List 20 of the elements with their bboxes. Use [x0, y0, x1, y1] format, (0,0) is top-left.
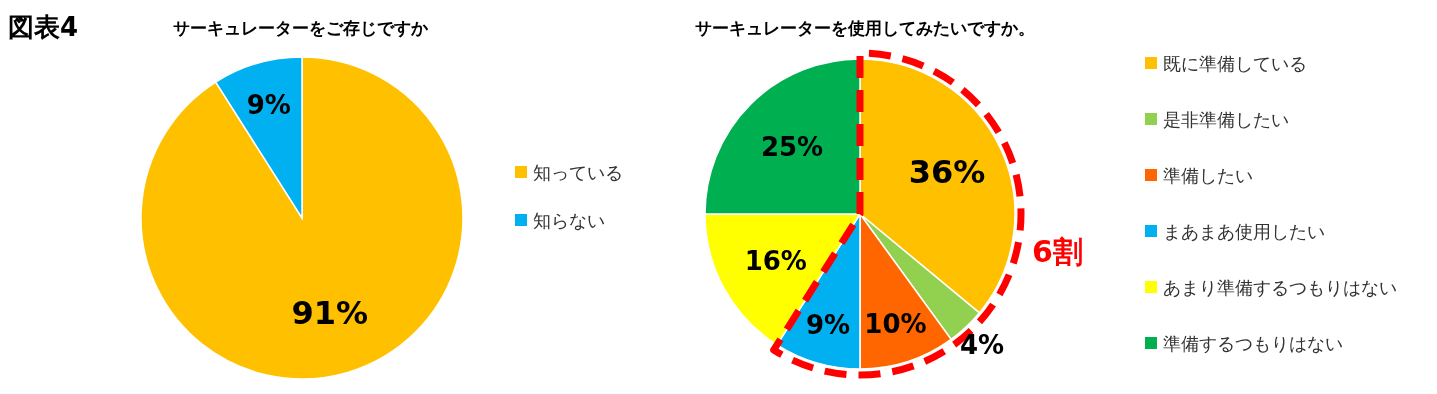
legend-label: まあまあ使用したい [1163, 221, 1325, 242]
text: 図表4 [8, 12, 79, 42]
legend-label: あまり準備するつもりはない [1163, 277, 1397, 298]
legend-label: 是非準備したい [1163, 109, 1289, 130]
legend-label: 知っている [533, 162, 623, 183]
data-label: 4% [959, 329, 1005, 360]
chart-title: サーキュレーターを使用してみたいですか。 [695, 18, 1035, 38]
data-label: 25% [760, 132, 824, 163]
data-label: 91% [291, 293, 369, 332]
legend-label: 既に準備している [1163, 53, 1307, 74]
data-label: 10% [864, 309, 927, 340]
data-label: 9% [246, 89, 291, 120]
data-label: 9% [805, 310, 851, 341]
legend-label: 準備するつもりはない [1163, 333, 1343, 354]
data-label: 16% [744, 246, 807, 277]
legend-label: 準備したい [1163, 165, 1253, 186]
data-label: 36% [908, 153, 986, 192]
text: 6割 [1032, 234, 1083, 269]
legend-label: 知らない [533, 210, 605, 231]
chart-title: サーキュレーターをご存じですか [172, 18, 429, 38]
